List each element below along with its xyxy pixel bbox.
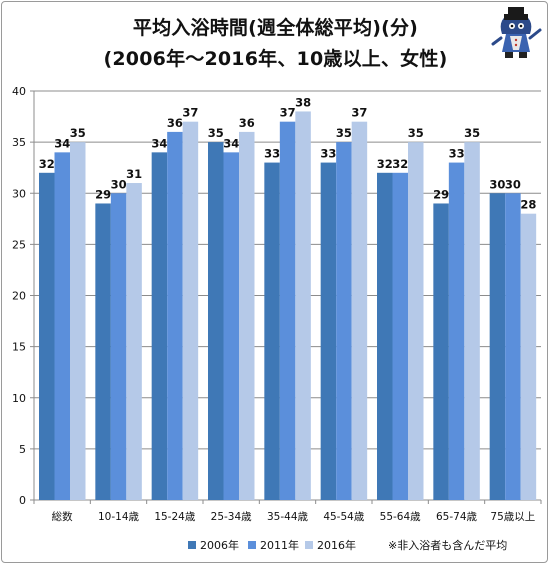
y-tick-label: 0 [19, 494, 26, 507]
y-tick-label: 40 [12, 85, 26, 98]
bar [167, 131, 183, 500]
x-tick-label: 55-64歳 [380, 511, 422, 523]
bar [70, 142, 86, 500]
data-label: 33 [449, 147, 465, 161]
legend-item: 2006年 [188, 537, 239, 553]
x-tick-label: 65-74歳 [436, 511, 478, 523]
y-tick-label: 25 [12, 238, 26, 251]
bar [95, 203, 111, 500]
x-tick-label: 35-44歳 [267, 511, 309, 523]
data-label: 29 [95, 187, 111, 201]
data-label: 35 [408, 126, 424, 140]
x-tick-label: 75歳以上 [490, 511, 535, 523]
data-label: 29 [433, 187, 449, 201]
data-label: 33 [320, 147, 336, 161]
data-label: 37 [280, 106, 296, 120]
y-tick-label: 35 [12, 136, 26, 149]
data-label: 37 [182, 106, 198, 120]
mascot-logo-icon [491, 7, 542, 58]
bar [448, 162, 465, 500]
bar [377, 172, 393, 501]
data-label: 30 [111, 177, 127, 191]
bar [239, 131, 255, 500]
bar [505, 193, 521, 500]
legend-label: 2016年 [317, 539, 356, 552]
bar [408, 142, 424, 500]
bar [320, 162, 337, 500]
legend-item: 2016年 [305, 537, 356, 553]
chart-title-line2: (2006年～2016年、10歳以上、女性) [103, 48, 448, 70]
data-label: 34 [151, 136, 167, 150]
legend-swatch [188, 541, 196, 549]
bar [208, 142, 224, 500]
x-tick-label: 25-34歳 [211, 511, 253, 523]
y-tick-label: 15 [12, 341, 26, 354]
y-tick-label: 30 [12, 187, 26, 200]
bar [489, 193, 506, 500]
bar [392, 172, 408, 501]
data-label: 35 [464, 126, 480, 140]
data-label: 32 [377, 157, 393, 171]
data-label: 37 [351, 106, 367, 120]
legend-label: 2006年 [200, 539, 239, 552]
bar [223, 152, 239, 500]
bar [126, 183, 142, 500]
data-label: 31 [126, 167, 142, 181]
bar [279, 121, 296, 501]
bar [264, 162, 280, 500]
data-label: 34 [223, 136, 239, 150]
bar [110, 193, 127, 500]
data-label: 32 [392, 157, 408, 171]
data-label: 32 [39, 157, 55, 171]
data-label: 35 [70, 126, 86, 140]
chart-footnote: ※非入浴者も含んだ平均 [388, 539, 508, 552]
bar [336, 142, 352, 500]
data-label: 33 [264, 147, 280, 161]
x-tick-label: 15-24歳 [154, 511, 196, 523]
data-label: 34 [54, 136, 70, 150]
legend-item: 2011年 [248, 537, 299, 553]
bar [54, 152, 70, 500]
chart-title-line1: 平均入浴時間(週全体総平均)(分) [132, 17, 419, 39]
bar [520, 213, 537, 500]
legend-swatch [248, 541, 256, 549]
legend-swatch [305, 541, 313, 549]
bar [351, 121, 368, 501]
bar [39, 172, 55, 501]
data-label: 38 [295, 95, 311, 109]
bar [433, 203, 449, 500]
bar [182, 121, 199, 501]
bar [464, 142, 480, 500]
data-label: 28 [520, 198, 536, 212]
y-tick-label: 20 [12, 290, 26, 303]
data-label: 30 [489, 177, 505, 191]
y-tick-label: 10 [12, 392, 26, 405]
legend-label: 2011年 [260, 539, 299, 552]
y-tick-label: 5 [19, 443, 26, 456]
x-tick-label: 45-54歳 [323, 511, 365, 523]
bar [151, 152, 168, 500]
x-tick-label: 10-14歳 [98, 511, 140, 523]
chart-legend: 2006年 2011年 2016年 [0, 537, 551, 553]
data-label: 36 [167, 116, 183, 130]
data-label: 30 [505, 177, 521, 191]
data-label: 35 [336, 126, 352, 140]
x-tick-label: 総数 [52, 510, 73, 523]
data-label: 36 [239, 116, 255, 130]
data-label: 35 [208, 126, 224, 140]
bar [295, 111, 311, 500]
